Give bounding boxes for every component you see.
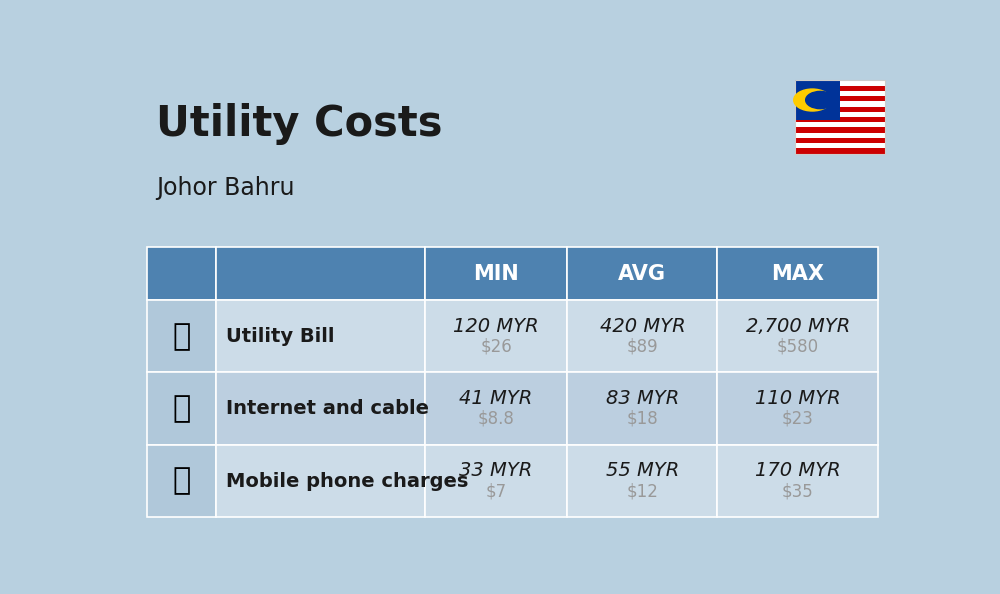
Text: 41 MYR: 41 MYR [459, 389, 533, 408]
FancyBboxPatch shape [425, 247, 567, 300]
Text: Utility Costs: Utility Costs [156, 103, 442, 146]
FancyBboxPatch shape [717, 445, 878, 517]
Text: 83 MYR: 83 MYR [606, 389, 679, 408]
Text: 55 MYR: 55 MYR [606, 462, 679, 481]
Text: Utility Bill: Utility Bill [226, 327, 334, 346]
Text: MIN: MIN [473, 264, 519, 284]
FancyBboxPatch shape [216, 300, 425, 372]
Text: $35: $35 [782, 482, 814, 500]
Text: Internet and cable: Internet and cable [226, 399, 429, 418]
FancyBboxPatch shape [147, 372, 216, 445]
Text: $8.8: $8.8 [478, 410, 514, 428]
FancyBboxPatch shape [795, 112, 885, 117]
Text: 📱: 📱 [172, 466, 191, 495]
Text: 33 MYR: 33 MYR [459, 462, 533, 481]
Circle shape [806, 91, 835, 109]
Circle shape [794, 89, 831, 111]
FancyBboxPatch shape [795, 96, 885, 102]
FancyBboxPatch shape [717, 300, 878, 372]
FancyBboxPatch shape [795, 128, 885, 132]
FancyBboxPatch shape [795, 138, 885, 143]
FancyBboxPatch shape [567, 445, 717, 517]
Text: 🔧: 🔧 [172, 322, 191, 350]
FancyBboxPatch shape [795, 80, 840, 119]
FancyBboxPatch shape [795, 132, 885, 138]
Text: 120 MYR: 120 MYR [453, 317, 539, 336]
FancyBboxPatch shape [425, 300, 567, 372]
FancyBboxPatch shape [795, 102, 885, 106]
FancyBboxPatch shape [795, 143, 885, 148]
FancyBboxPatch shape [795, 106, 885, 112]
Text: $580: $580 [777, 337, 819, 355]
FancyBboxPatch shape [567, 372, 717, 445]
FancyBboxPatch shape [795, 122, 885, 128]
FancyBboxPatch shape [216, 247, 425, 300]
FancyBboxPatch shape [717, 247, 878, 300]
Text: AVG: AVG [618, 264, 666, 284]
Text: $18: $18 [626, 410, 658, 428]
Text: 110 MYR: 110 MYR [755, 389, 841, 408]
Text: Johor Bahru: Johor Bahru [156, 176, 294, 201]
Text: $23: $23 [782, 410, 814, 428]
Text: MAX: MAX [771, 264, 824, 284]
FancyBboxPatch shape [717, 372, 878, 445]
FancyBboxPatch shape [147, 247, 216, 300]
FancyBboxPatch shape [567, 247, 717, 300]
FancyBboxPatch shape [795, 86, 885, 91]
FancyBboxPatch shape [425, 372, 567, 445]
Text: $89: $89 [627, 337, 658, 355]
FancyBboxPatch shape [147, 445, 216, 517]
Text: 170 MYR: 170 MYR [755, 462, 841, 481]
Text: 📶: 📶 [172, 394, 191, 423]
Text: 2,700 MYR: 2,700 MYR [746, 317, 850, 336]
FancyBboxPatch shape [795, 91, 885, 96]
Text: Mobile phone charges: Mobile phone charges [226, 472, 468, 491]
Text: 420 MYR: 420 MYR [600, 317, 685, 336]
FancyBboxPatch shape [795, 80, 885, 86]
FancyBboxPatch shape [567, 300, 717, 372]
Text: $7: $7 [485, 482, 507, 500]
FancyBboxPatch shape [147, 300, 216, 372]
FancyBboxPatch shape [795, 117, 885, 122]
Text: $12: $12 [626, 482, 658, 500]
Text: $26: $26 [480, 337, 512, 355]
FancyBboxPatch shape [795, 148, 885, 154]
FancyBboxPatch shape [216, 445, 425, 517]
FancyBboxPatch shape [216, 372, 425, 445]
FancyBboxPatch shape [425, 445, 567, 517]
